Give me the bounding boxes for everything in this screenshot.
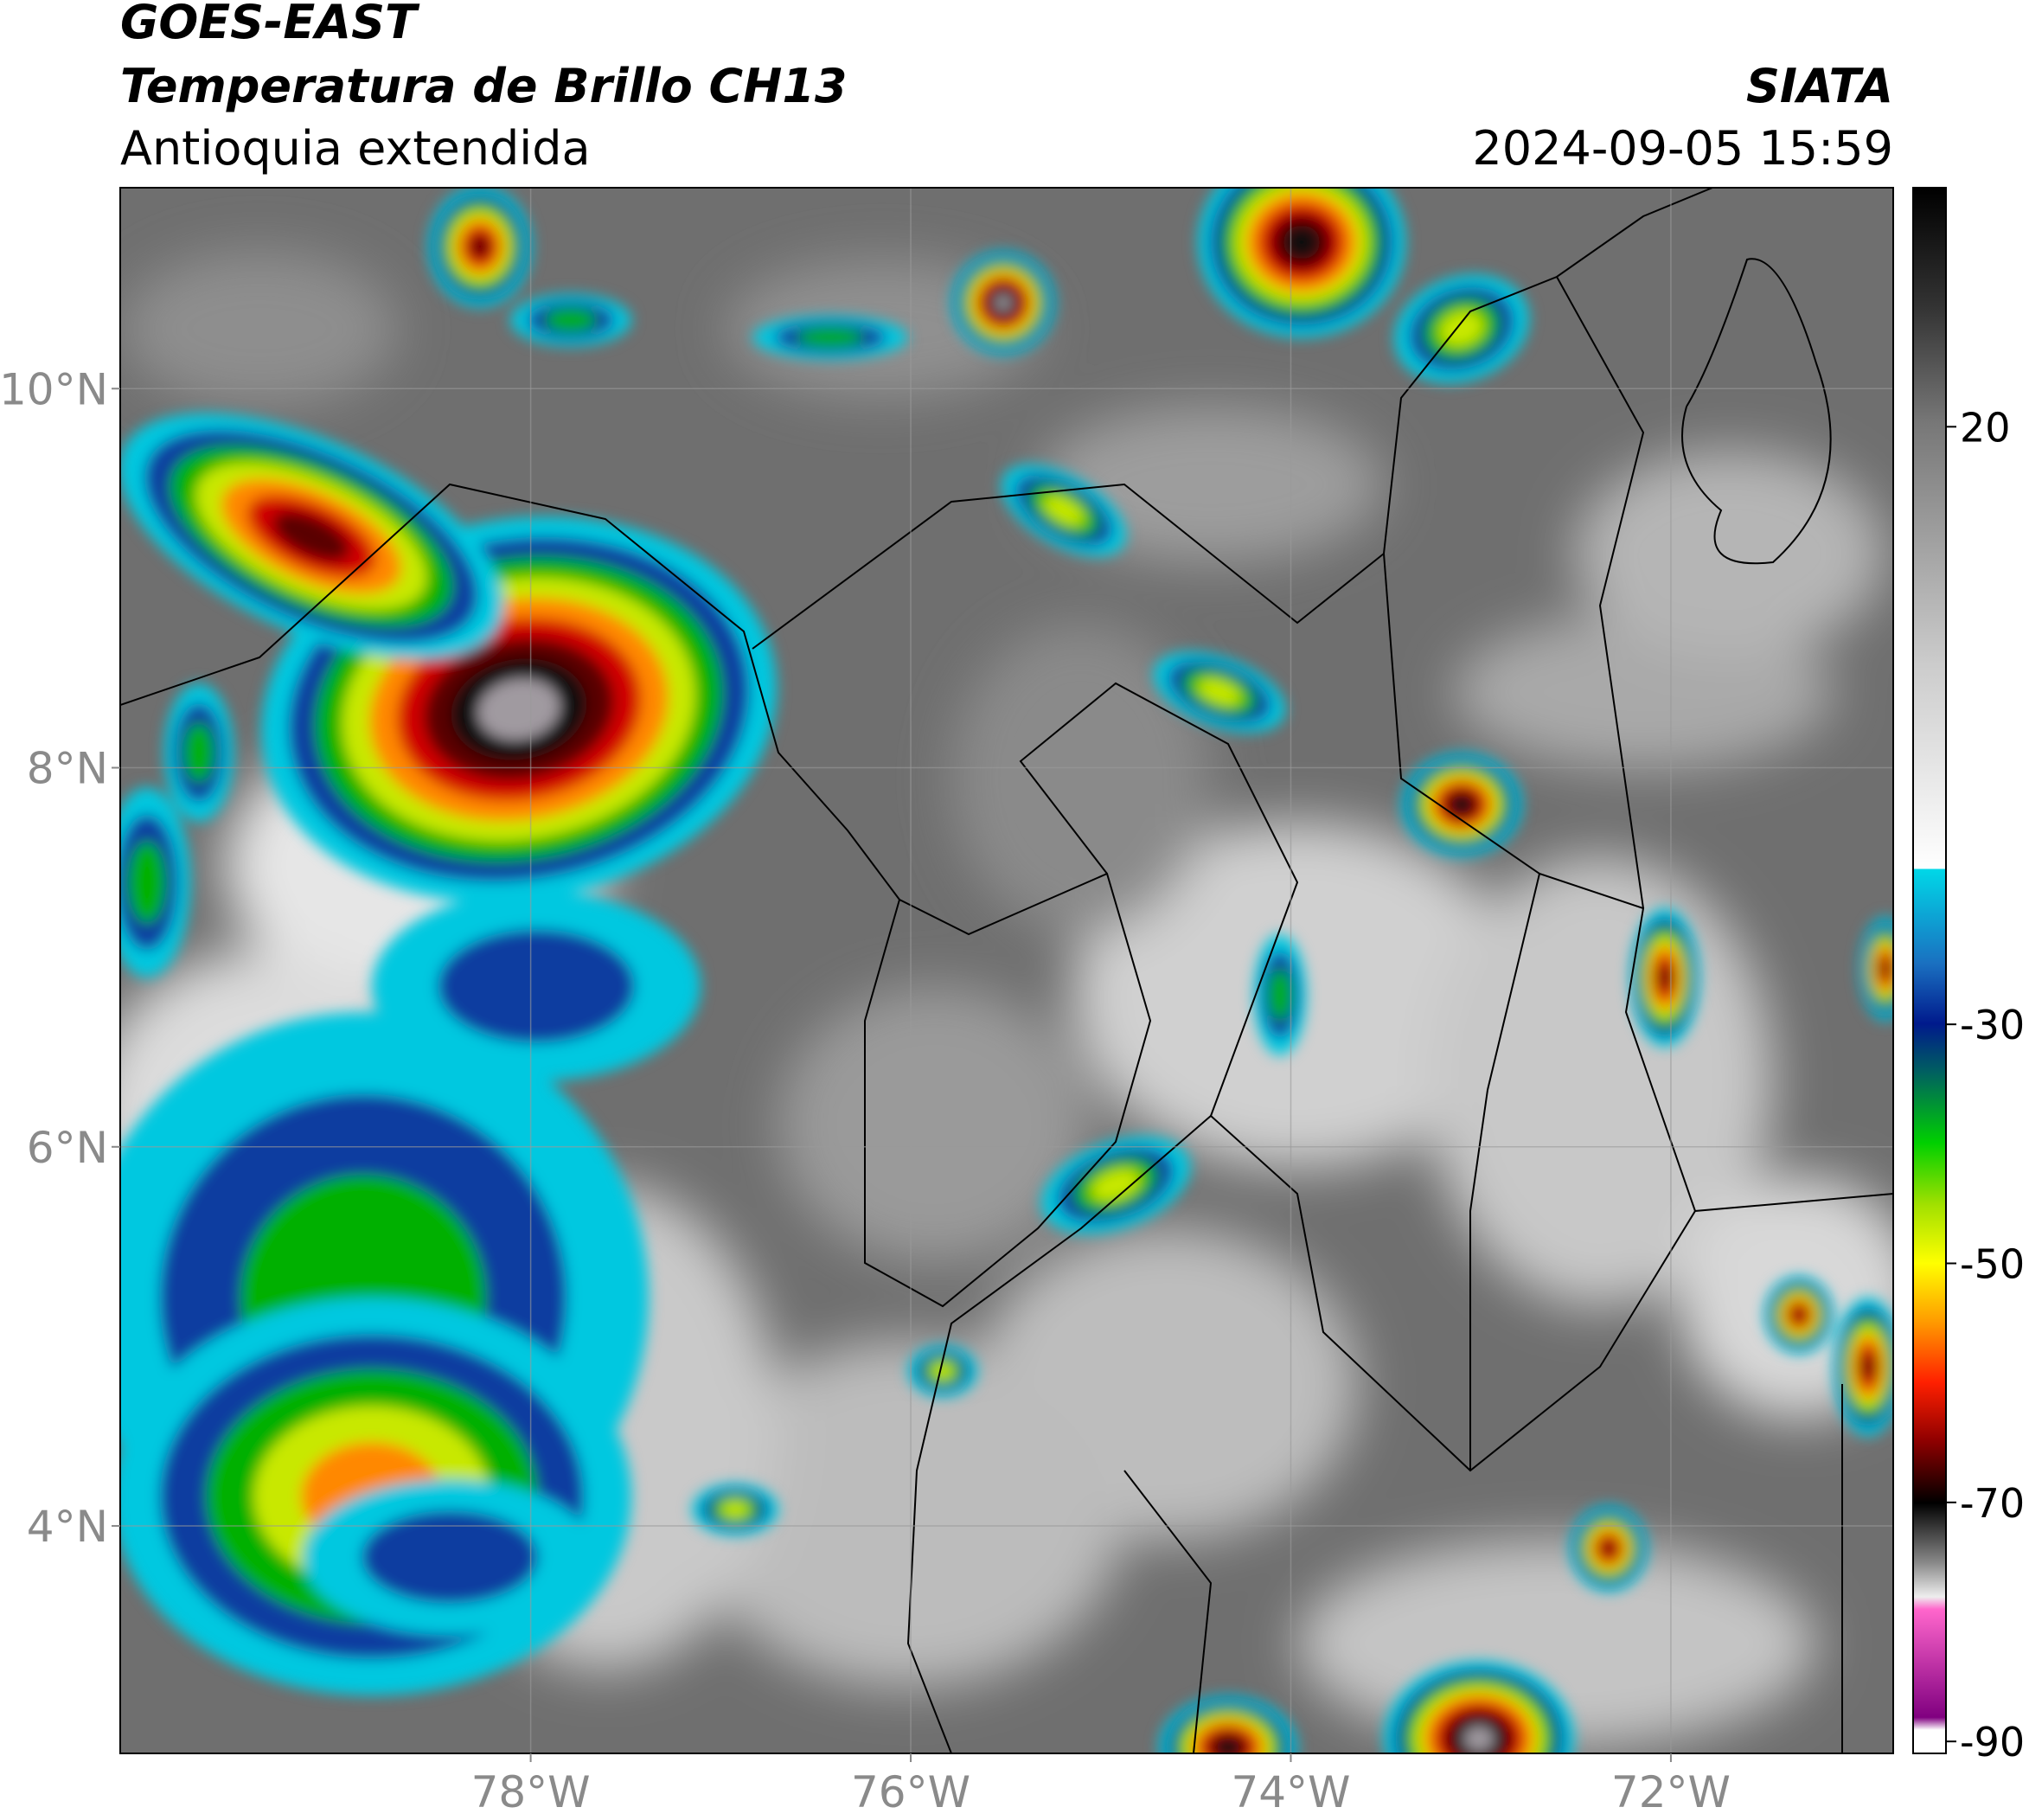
storm-layer [1880,958,1891,979]
map-frame [119,187,1894,1754]
storm-layer [1197,678,1242,706]
cloud [1038,407,1384,562]
cloud [692,1341,1124,1687]
storm-layer [995,294,1012,311]
storm-layer [1042,495,1085,526]
storm-layer [183,722,214,783]
subtitle: Temperatura de Brillo CH13 [120,59,848,113]
storm-layer [1658,964,1672,991]
storm-layer [1215,1738,1241,1753]
title: GOES-EAST [120,0,420,49]
colorbar-ticks: 20 -30 -50 -70 -90 [1946,404,2025,1766]
map-imagery [120,188,1893,1753]
y-tick-label: 6°N [27,1123,108,1173]
storm-layer [797,328,864,347]
convective-cells [120,188,1893,1753]
storm-layer [128,841,166,924]
x-tick-label: 74°W [1231,1767,1350,1817]
colorbar-tick-label: -70 [1960,1480,2025,1527]
storm-layer [1601,1540,1616,1557]
colorbar [1912,187,1947,1754]
borders [120,188,1893,1753]
storm-layer [470,234,490,259]
axes: 78°W 76°W 74°W 72°W 4°N 6°N 8°N 10°N [0,364,1731,1817]
storm-layer [477,678,560,740]
storm-layer [438,929,635,1043]
storm-layer [362,1510,538,1604]
source: SIATA [1746,59,1893,113]
storm-layer [720,1501,750,1518]
storm-layer [272,511,350,561]
y-tick-label: 4°N [27,1502,108,1552]
cloud [1574,450,1885,657]
cloud [121,251,398,407]
colorbar-tick-label: -30 [1960,1002,2025,1048]
storm-layer [1269,969,1291,1021]
storm-layer [1439,311,1484,347]
datetime: 2024-09-05 15:59 [1472,121,1893,176]
colorbar-tick-label: -90 [1960,1719,2025,1766]
graticule [120,188,1893,1753]
x-tick-label: 78°W [471,1767,591,1817]
colorbar-tick-label: -50 [1960,1241,2025,1288]
storm-layer [931,1362,955,1380]
storm-layer [1450,795,1473,814]
storm-layer [1091,1169,1141,1202]
storm-layer [545,309,597,331]
region: Antioquia extendida [120,121,591,176]
storm-layer [1792,1307,1806,1323]
cloud [778,986,1090,1263]
cloud [951,623,1211,934]
y-tick-label: 8°N [27,744,108,794]
storm-layer [1861,1353,1875,1381]
storm-layer [1463,1726,1495,1752]
colorbar-tick-label: 20 [1960,404,2011,451]
storm-layer [1283,225,1321,260]
x-tick-label: 76°W [851,1767,970,1817]
x-tick-label: 72°W [1611,1767,1731,1817]
y-tick-label: 10°N [0,364,108,414]
